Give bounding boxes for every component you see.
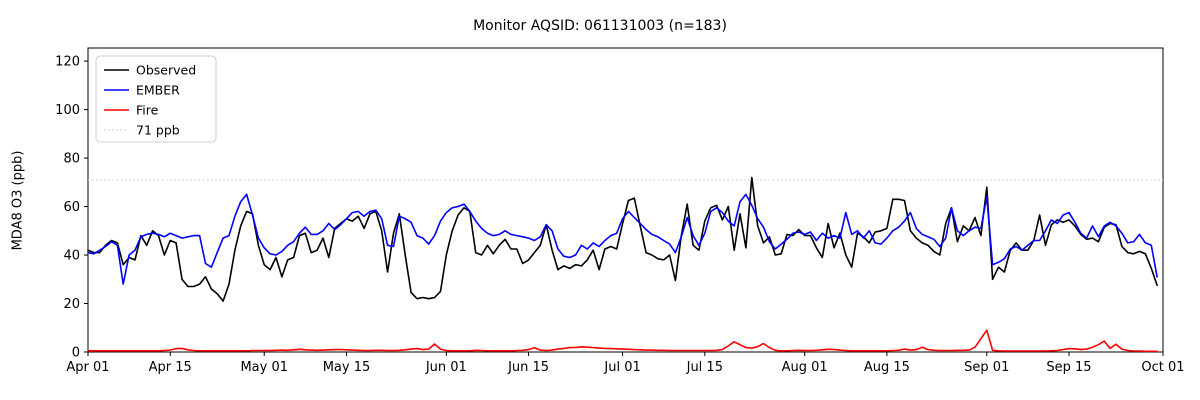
y-tick-label: 100 <box>55 103 80 118</box>
y-tick-label: 40 <box>63 249 80 264</box>
legend-label: 71 ppb <box>136 123 180 138</box>
x-tick-label: Jun 15 <box>507 360 549 375</box>
x-tick-label: May 01 <box>240 360 288 375</box>
x-tick-label: May 15 <box>323 360 371 375</box>
x-tick-label: Jul 15 <box>686 360 723 375</box>
y-tick-label: 0 <box>72 346 80 361</box>
observed-line <box>87 176 1158 302</box>
x-tick-label: Jun 01 <box>425 360 467 375</box>
legend-label: EMBER <box>136 83 180 98</box>
x-tick-label: Aug 15 <box>864 360 910 375</box>
x-tick-label: Aug 01 <box>782 360 828 375</box>
y-tick-label: 80 <box>63 152 80 167</box>
chart-title: Monitor AQSID: 061131003 (n=183) <box>473 18 727 34</box>
legend-box <box>95 55 217 143</box>
legend-label: Observed <box>136 63 196 78</box>
fire-line <box>87 329 1158 353</box>
x-tick-label: Jul 01 <box>603 360 640 375</box>
x-tick-label: Apr 01 <box>66 360 109 375</box>
x-tick-label: Sep 01 <box>964 360 1009 375</box>
x-tick-label: Oct 01 <box>1141 360 1184 375</box>
ember-line <box>87 193 1158 285</box>
x-tick-label: Apr 15 <box>149 360 192 375</box>
y-tick-label: 120 <box>55 55 80 70</box>
plot-area <box>87 47 1164 353</box>
y-tick-label: 20 <box>63 297 80 312</box>
x-tick-label: Sep 15 <box>1046 360 1091 375</box>
y-tick-label: 60 <box>63 200 80 215</box>
legend-label: Fire <box>136 103 159 118</box>
